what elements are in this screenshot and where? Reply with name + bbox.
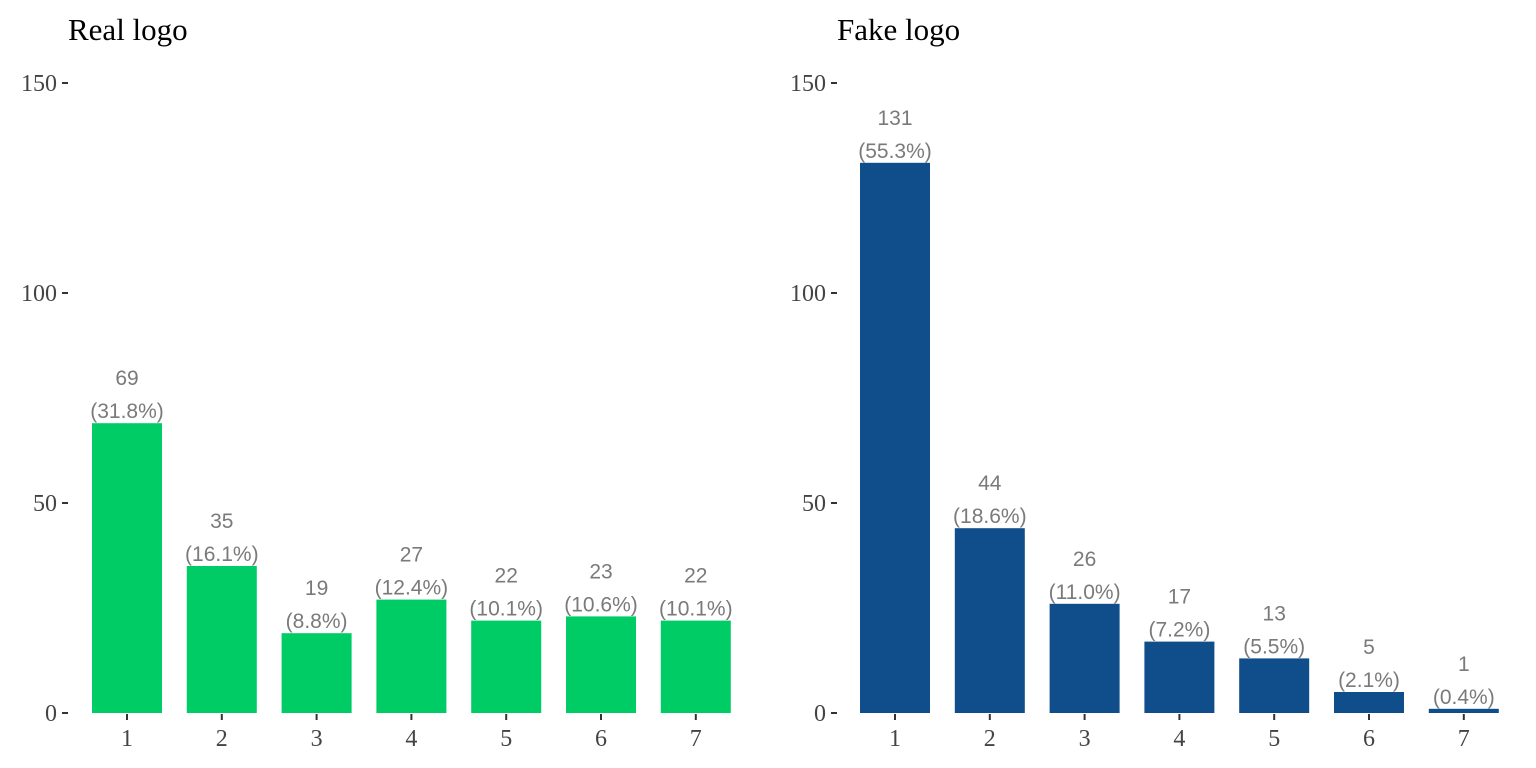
fake-logo-count-label: 26 bbox=[1073, 548, 1096, 571]
fake-logo-bar bbox=[1334, 692, 1404, 713]
fake-logo-bar bbox=[954, 528, 1025, 713]
real-logo-percent-label: (8.8%) bbox=[286, 610, 348, 633]
fake-logo-count-label: 44 bbox=[978, 472, 1002, 495]
fake-logo-x-tick-label: 7 bbox=[1458, 726, 1470, 752]
fake-logo-x-tick-label: 6 bbox=[1363, 726, 1375, 752]
real-logo-count-label: 27 bbox=[400, 544, 423, 567]
real-logo-percent-label: (12.4%) bbox=[375, 577, 449, 600]
real-logo-y-tick-label: 50 bbox=[33, 491, 57, 517]
fake-logo-percent-label: (0.4%) bbox=[1433, 686, 1495, 709]
fake-logo-bar bbox=[1144, 641, 1215, 713]
fake-logo-x-tick-label: 2 bbox=[984, 726, 996, 752]
fake-logo-y-tick-label: 50 bbox=[802, 491, 826, 517]
real-logo-bar bbox=[566, 616, 636, 713]
fake-logo-count-label: 131 bbox=[877, 107, 912, 130]
fake-logo-count-label: 5 bbox=[1363, 636, 1375, 659]
real-logo-x-tick-label: 6 bbox=[595, 726, 607, 752]
fake-logo-x-tick-label: 4 bbox=[1173, 726, 1185, 752]
real-logo-percent-label: (10.1%) bbox=[659, 598, 733, 621]
real-logo-y-tick-label: 150 bbox=[21, 71, 57, 97]
real-logo-percent-label: (10.1%) bbox=[469, 598, 543, 621]
fake-logo-x-tick-label: 5 bbox=[1268, 726, 1280, 752]
fake-logo-bar bbox=[860, 162, 930, 714]
real-logo-count-label: 22 bbox=[495, 565, 518, 588]
real-logo-bar bbox=[471, 620, 542, 713]
fake-logo-bar bbox=[1239, 658, 1310, 713]
real-logo-x-tick-label: 3 bbox=[311, 726, 323, 752]
fake-logo-percent-label: (2.1%) bbox=[1338, 669, 1400, 692]
fake-logo-x-tick-label: 1 bbox=[889, 726, 901, 752]
fake-logo-percent-label: (18.6%) bbox=[953, 505, 1027, 528]
real-logo-count-label: 19 bbox=[305, 577, 328, 600]
fake-logo-percent-label: (7.2%) bbox=[1148, 619, 1210, 642]
real-logo-panel: Real logo 05010015069(31.8%)135(16.1%)21… bbox=[21, 12, 733, 752]
real-logo-bar bbox=[186, 566, 257, 713]
real-logo-bar bbox=[281, 633, 352, 713]
real-logo-count-label: 23 bbox=[589, 560, 612, 583]
fake-logo-y-tick-label: 100 bbox=[790, 281, 826, 307]
real-logo-y-tick-label: 0 bbox=[45, 701, 57, 727]
real-logo-count-label: 69 bbox=[115, 367, 138, 390]
real-logo-count-label: 35 bbox=[210, 510, 233, 533]
fake-logo-title: Fake logo bbox=[837, 12, 960, 47]
real-logo-y-tick-label: 100 bbox=[21, 281, 57, 307]
fake-logo-count-label: 13 bbox=[1263, 602, 1286, 625]
real-logo-percent-label: (31.8%) bbox=[90, 400, 164, 423]
real-logo-percent-label: (16.1%) bbox=[185, 543, 259, 566]
fake-logo-bar bbox=[1428, 708, 1499, 713]
real-logo-title: Real logo bbox=[68, 12, 188, 47]
fake-logo-percent-label: (11.0%) bbox=[1049, 581, 1121, 604]
real-logo-x-tick-label: 7 bbox=[690, 726, 702, 752]
fake-logo-panel: Fake logo 050100150131(55.3%)144(18.6%)2… bbox=[790, 12, 1499, 752]
real-logo-count-label: 22 bbox=[684, 565, 707, 588]
fake-logo-bar bbox=[1049, 603, 1120, 713]
fake-logo-y-tick-label: 0 bbox=[814, 701, 826, 727]
real-logo-x-tick-label: 5 bbox=[500, 726, 512, 752]
real-logo-x-tick-label: 4 bbox=[405, 726, 417, 752]
fake-logo-count-label: 17 bbox=[1168, 586, 1191, 609]
real-logo-bar bbox=[376, 599, 447, 713]
fake-logo-percent-label: (55.3%) bbox=[858, 140, 932, 163]
fake-logo-x-tick-label: 3 bbox=[1079, 726, 1091, 752]
real-logo-bar bbox=[660, 620, 731, 713]
fake-logo-percent-label: (5.5%) bbox=[1243, 635, 1305, 658]
real-logo-percent-label: (10.6%) bbox=[564, 593, 638, 616]
real-logo-bar bbox=[92, 423, 162, 713]
fake-logo-count-label: 1 bbox=[1458, 653, 1470, 676]
real-logo-x-tick-label: 1 bbox=[121, 726, 133, 752]
fake-logo-y-tick-label: 150 bbox=[790, 71, 826, 97]
real-logo-x-tick-label: 2 bbox=[216, 726, 228, 752]
